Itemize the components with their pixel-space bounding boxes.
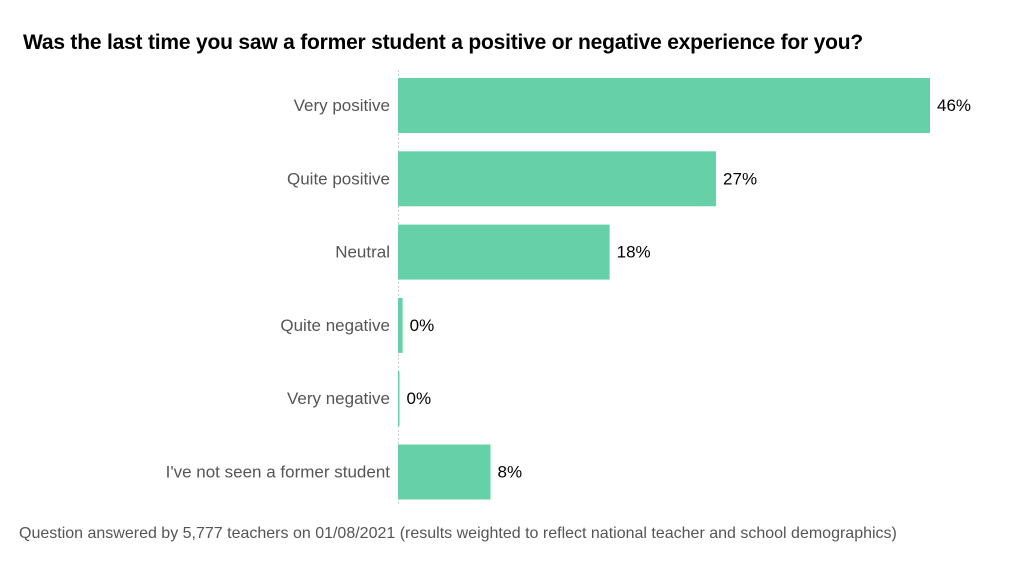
chart-title: Was the last time you saw a former stude… — [23, 31, 863, 54]
bar — [398, 78, 930, 133]
bar — [398, 371, 400, 427]
bars-group: Very positive 46% Quite positive 27% Neutral… — [166, 78, 971, 500]
value-label: 18% — [617, 243, 651, 262]
category-label: Very positive — [294, 96, 390, 115]
bar — [398, 224, 610, 280]
bar — [398, 297, 403, 353]
category-label: Neutral — [335, 243, 390, 262]
value-label: 8% — [498, 463, 523, 482]
bar — [398, 444, 491, 500]
value-label: 0% — [410, 316, 435, 335]
category-label: Quite positive — [287, 169, 390, 188]
category-label: Quite negative — [280, 316, 390, 335]
value-label: 46% — [937, 96, 971, 115]
bar — [398, 151, 717, 207]
footnote: Question answered by 5,777 teachers on 0… — [19, 525, 897, 542]
category-label: Very negative — [287, 389, 390, 408]
value-label: 0% — [407, 389, 432, 408]
category-label: I've not seen a former student — [166, 463, 391, 482]
value-label: 27% — [723, 169, 757, 188]
